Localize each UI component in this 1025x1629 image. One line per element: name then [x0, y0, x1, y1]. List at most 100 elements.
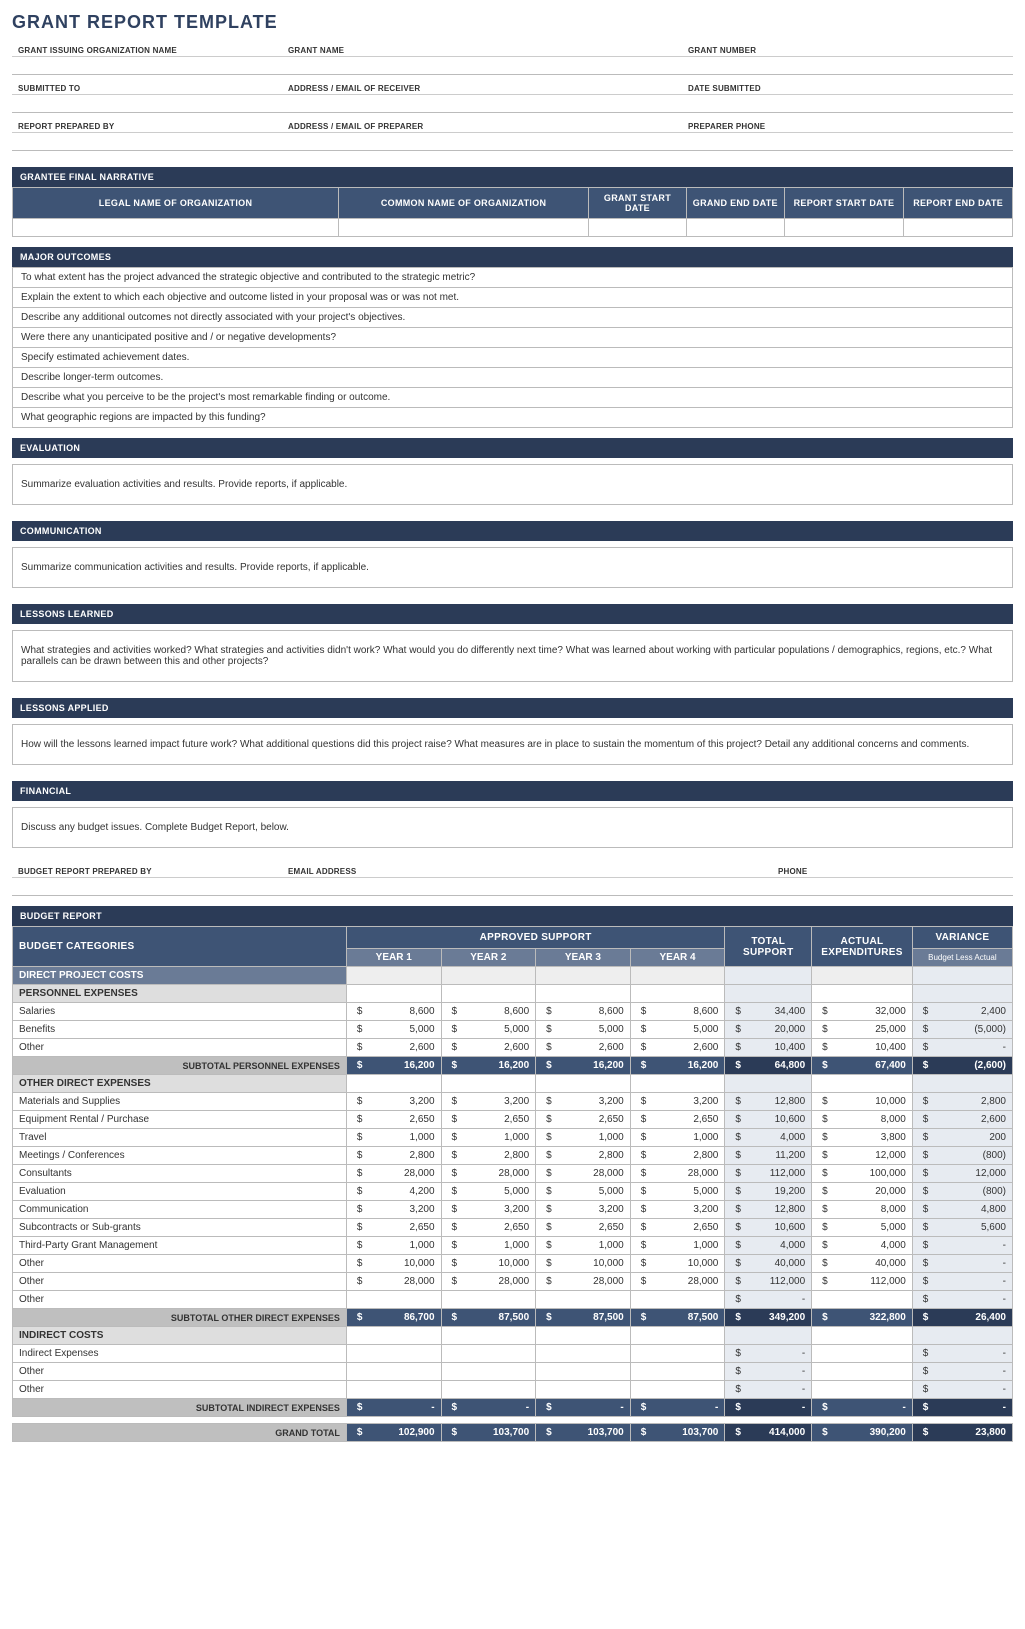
- narrative-cell[interactable]: [686, 219, 784, 237]
- variance-sub-header: Budget Less Actual: [912, 949, 1012, 967]
- budget-cell: $-: [912, 1381, 1012, 1399]
- budget-cell: $28,000: [630, 1165, 725, 1183]
- budget-cell: $5,000: [630, 1183, 725, 1201]
- budget-cell: [441, 1291, 536, 1309]
- budget-cell: $2,600: [536, 1039, 631, 1057]
- budget-cell: $5,600: [912, 1219, 1012, 1237]
- budget-cell: $102,900: [346, 1424, 441, 1442]
- budget-cell: $2,800: [630, 1147, 725, 1165]
- narrative-cell[interactable]: [589, 219, 687, 237]
- budget-cell: $2,650: [441, 1111, 536, 1129]
- budget-cat-header: BUDGET CATEGORIES: [13, 927, 347, 967]
- budget-row-label: Indirect Expenses: [13, 1345, 347, 1363]
- budget-cell: $1,000: [441, 1129, 536, 1147]
- budget-cell: $2,650: [630, 1111, 725, 1129]
- field-input[interactable]: [682, 57, 1013, 75]
- field-label: GRANT ISSUING ORGANIZATION NAME: [12, 43, 282, 57]
- budget-row-label: Consultants: [13, 1165, 347, 1183]
- budget-cell: $87,500: [536, 1309, 631, 1327]
- budget-cell: $1,000: [630, 1237, 725, 1255]
- budget-row-label: Meetings / Conferences: [13, 1147, 347, 1165]
- outcomes-section-bar: MAJOR OUTCOMES: [12, 247, 1013, 267]
- budget-cell: $86,700: [346, 1309, 441, 1327]
- budget-cell: $2,600: [441, 1039, 536, 1057]
- text-section-body[interactable]: Summarize evaluation activities and resu…: [12, 464, 1013, 505]
- narrative-cell[interactable]: [904, 219, 1013, 237]
- budget-row-label: Subcontracts or Sub-grants: [13, 1219, 347, 1237]
- budget-cell: $1,000: [536, 1129, 631, 1147]
- budget-cell: [441, 1381, 536, 1399]
- field-input[interactable]: [682, 95, 1013, 113]
- budget-row-label: Other: [13, 1039, 347, 1057]
- budget-cell: $2,800: [346, 1147, 441, 1165]
- budget-cell: $390,200: [812, 1424, 913, 1442]
- narrative-cell[interactable]: [784, 219, 904, 237]
- budget-cell: $3,200: [630, 1093, 725, 1111]
- year-header: YEAR 2: [441, 949, 536, 967]
- budget-cell: $28,000: [536, 1273, 631, 1291]
- field-input[interactable]: [12, 133, 282, 151]
- budget-cell: $(5,000): [912, 1021, 1012, 1039]
- field-input[interactable]: [282, 133, 682, 151]
- text-section-body[interactable]: How will the lessons learned impact futu…: [12, 724, 1013, 765]
- budget-row-label: Other: [13, 1363, 347, 1381]
- field-input[interactable]: [12, 57, 282, 75]
- outcome-question: Describe what you perceive to be the pro…: [13, 388, 1013, 408]
- budget-cell: [441, 1345, 536, 1363]
- field-input[interactable]: [772, 878, 1013, 896]
- budget-cell: $3,200: [536, 1093, 631, 1111]
- budget-cell: $10,000: [630, 1255, 725, 1273]
- field-input[interactable]: [12, 878, 282, 896]
- narrative-cell[interactable]: [13, 219, 339, 237]
- narrative-cell[interactable]: [339, 219, 589, 237]
- approved-support-header: APPROVED SUPPORT: [346, 927, 724, 949]
- budget-cell: $-: [346, 1399, 441, 1417]
- narrative-col-header: GRANT START DATE: [589, 188, 687, 219]
- text-section-body[interactable]: Summarize communication activities and r…: [12, 547, 1013, 588]
- total-support-header: TOTAL SUPPORT: [725, 927, 812, 967]
- budget-cell: $1,000: [346, 1129, 441, 1147]
- budget-cell: [346, 1363, 441, 1381]
- budget-cell: [630, 1291, 725, 1309]
- text-section-body[interactable]: What strategies and activities worked? W…: [12, 630, 1013, 682]
- budget-cell: $16,200: [536, 1057, 631, 1075]
- budget-cell: $4,800: [912, 1201, 1012, 1219]
- text-section-body[interactable]: Discuss any budget issues. Complete Budg…: [12, 807, 1013, 848]
- field-label: PHONE: [772, 864, 1013, 878]
- narrative-col-header: REPORT END DATE: [904, 188, 1013, 219]
- field-input[interactable]: [282, 95, 682, 113]
- budget-cell: $28,000: [630, 1273, 725, 1291]
- field-label: PREPARER PHONE: [682, 119, 1013, 133]
- budget-cell: $3,200: [346, 1093, 441, 1111]
- budget-cell: $87,500: [441, 1309, 536, 1327]
- budget-cell: $322,800: [812, 1309, 913, 1327]
- outcome-question: Describe longer-term outcomes.: [13, 368, 1013, 388]
- field-input[interactable]: [682, 133, 1013, 151]
- budget-cell: $8,000: [812, 1111, 913, 1129]
- outcome-question: What geographic regions are impacted by …: [13, 408, 1013, 428]
- budget-row-label: Other: [13, 1381, 347, 1399]
- budget-cell: $-: [725, 1291, 812, 1309]
- budget-cell: $64,800: [725, 1057, 812, 1075]
- budget-cell: $-: [912, 1363, 1012, 1381]
- budget-cell: $5,000: [630, 1021, 725, 1039]
- budget-cell: $28,000: [441, 1273, 536, 1291]
- budget-cell: $-: [812, 1399, 913, 1417]
- budget-cell: $40,000: [725, 1255, 812, 1273]
- page-title: GRANT REPORT TEMPLATE: [12, 12, 1013, 33]
- budget-cell: $112,000: [812, 1273, 913, 1291]
- field-input[interactable]: [282, 878, 772, 896]
- text-section-bar: EVALUATION: [12, 438, 1013, 458]
- text-section-bar: COMMUNICATION: [12, 521, 1013, 541]
- budget-cell: $28,000: [346, 1165, 441, 1183]
- budget-cell: $4,000: [812, 1237, 913, 1255]
- budget-cell: [536, 1291, 631, 1309]
- budget-cell: $103,700: [536, 1424, 631, 1442]
- budget-cell: $103,700: [630, 1424, 725, 1442]
- budget-group-label: PERSONNEL EXPENSES: [13, 985, 347, 1003]
- field-input[interactable]: [12, 95, 282, 113]
- budget-cell: $-: [725, 1381, 812, 1399]
- budget-cell: $-: [912, 1399, 1012, 1417]
- budget-cell: $2,600: [912, 1111, 1012, 1129]
- field-input[interactable]: [282, 57, 682, 75]
